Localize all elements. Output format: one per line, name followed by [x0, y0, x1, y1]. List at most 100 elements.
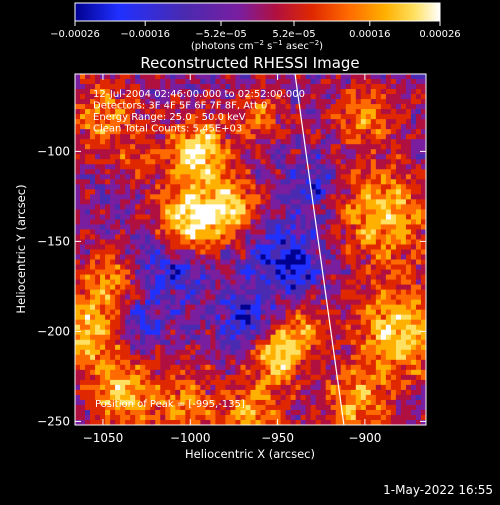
heatmap-cell	[175, 214, 181, 220]
heatmap-cell	[245, 369, 251, 376]
heatmap-cell	[360, 74, 367, 80]
heatmap-cell	[195, 259, 201, 265]
heatmap-cell	[115, 239, 121, 245]
heatmap-cell	[355, 179, 362, 185]
heatmap-cell	[320, 254, 327, 260]
heatmap-cell	[265, 174, 271, 180]
heatmap-cell	[405, 94, 412, 100]
heatmap-cell	[345, 404, 352, 411]
heatmap-cell	[325, 274, 332, 280]
heatmap-cell	[305, 94, 312, 100]
heatmap-cell	[335, 324, 342, 331]
heatmap-cell	[280, 104, 286, 110]
heatmap-cell	[135, 314, 141, 321]
heatmap-cell	[190, 249, 196, 255]
heatmap-cell	[250, 194, 256, 200]
heatmap-cell	[215, 79, 221, 85]
heatmap-cell	[260, 374, 266, 381]
heatmap-cell	[265, 139, 271, 145]
heatmap-cell	[125, 304, 131, 311]
heatmap-cell	[420, 139, 426, 145]
heatmap-cell	[100, 249, 106, 255]
heatmap-cell	[280, 229, 286, 235]
heatmap-cell	[330, 194, 337, 200]
heatmap-cell	[300, 204, 307, 210]
heatmap-cell	[120, 289, 126, 296]
heatmap-cell	[385, 184, 392, 190]
heatmap-cell	[125, 309, 131, 316]
heatmap-cell	[370, 329, 377, 336]
heatmap-cell	[370, 244, 377, 250]
heatmap-cell	[205, 219, 211, 225]
heatmap-cell	[270, 399, 276, 406]
heatmap-cell	[330, 399, 337, 406]
heatmap-cell	[125, 124, 131, 130]
heatmap-cell	[255, 274, 261, 280]
heatmap-cell	[180, 304, 186, 311]
heatmap-cell	[85, 394, 91, 401]
heatmap-cell	[360, 419, 367, 425]
heatmap-cell	[395, 159, 402, 165]
heatmap-cell	[370, 249, 377, 255]
heatmap-cell	[325, 149, 332, 155]
heatmap-cell	[180, 124, 186, 130]
heatmap-cell	[300, 289, 307, 296]
heatmap-cell	[110, 149, 116, 155]
heatmap-cell	[80, 334, 86, 341]
heatmap-cell	[305, 264, 312, 270]
heatmap-cell	[330, 364, 337, 371]
heatmap-cell	[370, 219, 377, 225]
heatmap-cell	[145, 279, 151, 285]
heatmap-cell	[155, 399, 161, 406]
heatmap-cell	[80, 354, 86, 361]
heatmap-cell	[75, 114, 81, 120]
heatmap-cell	[250, 94, 256, 100]
heatmap-cell	[315, 109, 322, 115]
heatmap-cell	[170, 169, 176, 175]
heatmap-cell	[325, 409, 332, 416]
heatmap-cell	[310, 324, 317, 331]
heatmap-cell	[415, 339, 422, 346]
heatmap-cell	[170, 164, 176, 170]
heatmap-cell	[135, 139, 141, 145]
heatmap-cell	[255, 144, 261, 150]
heatmap-cell	[220, 329, 226, 336]
heatmap-cell	[375, 154, 382, 160]
heatmap-cell	[280, 139, 286, 145]
heatmap-cell	[100, 179, 106, 185]
heatmap-cell	[340, 184, 347, 190]
heatmap-cell	[175, 404, 181, 411]
heatmap-cell	[340, 169, 347, 175]
heatmap-cell	[215, 194, 221, 200]
heatmap-cell	[305, 294, 312, 301]
heatmap-cell	[130, 369, 136, 376]
heatmap-cell	[165, 384, 171, 391]
heatmap-cell	[210, 229, 216, 235]
heatmap-cell	[130, 274, 136, 280]
heatmap-cell	[190, 94, 196, 100]
heatmap-cell	[205, 289, 211, 296]
heatmap-cell	[385, 264, 392, 270]
heatmap-cell	[80, 319, 86, 326]
heatmap-cell	[385, 209, 392, 215]
heatmap-cell	[95, 394, 101, 401]
heatmap-cell	[315, 144, 322, 150]
heatmap-cell	[270, 254, 276, 260]
heatmap-cell	[410, 129, 417, 135]
heatmap-cell	[290, 314, 297, 321]
heatmap-cell	[245, 169, 251, 175]
heatmap-cell	[170, 319, 176, 326]
heatmap-cell	[390, 74, 397, 80]
heatmap-cell	[85, 134, 91, 140]
heatmap-cell	[115, 244, 121, 250]
heatmap-cell	[415, 354, 422, 361]
heatmap-cell	[355, 149, 362, 155]
heatmap-cell	[350, 204, 357, 210]
heatmap-cell	[315, 129, 322, 135]
heatmap-cell	[135, 344, 141, 351]
heatmap-cell	[165, 314, 171, 321]
heatmap-cell	[280, 389, 286, 396]
heatmap-cell	[420, 74, 426, 80]
heatmap-cell	[320, 419, 327, 425]
heatmap-cell	[175, 244, 181, 250]
